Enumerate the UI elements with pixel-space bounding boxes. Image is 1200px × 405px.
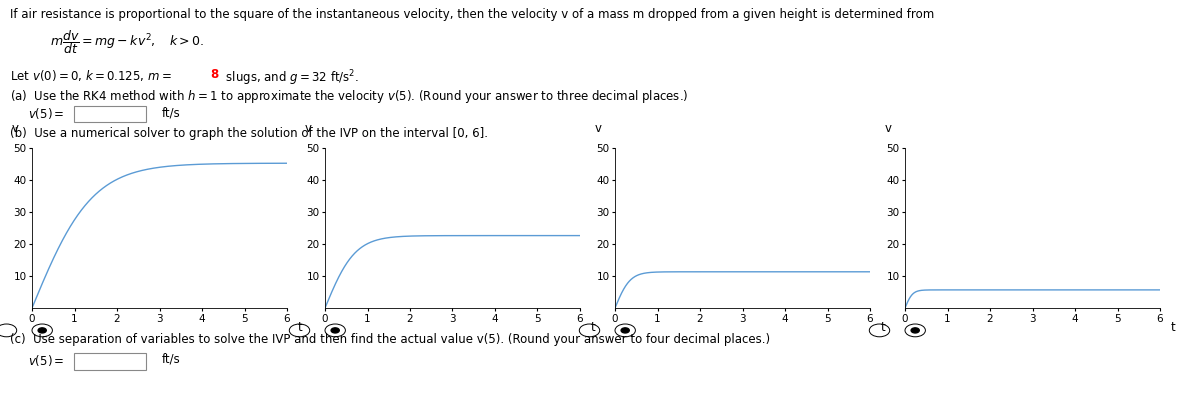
Text: ft/s: ft/s [162, 353, 181, 366]
Circle shape [331, 328, 340, 333]
FancyBboxPatch shape [73, 106, 146, 122]
Circle shape [911, 328, 919, 333]
FancyBboxPatch shape [73, 353, 146, 370]
Text: v: v [884, 122, 892, 135]
Text: v: v [305, 122, 312, 135]
Text: (c)  Use separation of variables to solve the IVP and then find the actual value: (c) Use separation of variables to solve… [10, 333, 770, 346]
Circle shape [905, 324, 925, 337]
Text: t: t [1170, 321, 1175, 334]
Text: ft/s: ft/s [162, 106, 181, 119]
Circle shape [622, 328, 629, 333]
Text: v: v [12, 122, 19, 135]
Text: $m\dfrac{dv}{dt} = mg - kv^2,$   $k > 0.$: $m\dfrac{dv}{dt} = mg - kv^2,$ $k > 0.$ [50, 28, 204, 56]
Text: $v(5) =$: $v(5) =$ [28, 106, 65, 121]
Text: $v(5) =$: $v(5) =$ [28, 353, 65, 368]
Text: (b)  Use a numerical solver to graph the solution of the IVP on the interval [0,: (b) Use a numerical solver to graph the … [10, 127, 488, 140]
Text: v: v [595, 122, 601, 135]
Text: If air resistance is proportional to the square of the instantaneous velocity, t: If air resistance is proportional to the… [10, 8, 935, 21]
Circle shape [32, 324, 53, 337]
Text: t: t [298, 321, 302, 334]
Text: slugs, and $g = 32$ ft/s$^2$.: slugs, and $g = 32$ ft/s$^2$. [222, 68, 359, 87]
Text: Let $v(0) = 0$, $k = 0.125$, $m =$: Let $v(0) = 0$, $k = 0.125$, $m =$ [10, 68, 172, 83]
Circle shape [616, 324, 636, 337]
Text: t: t [590, 321, 595, 334]
Text: (a)  Use the RK4 method with $h = 1$ to approximate the velocity $v(5)$. (Round : (a) Use the RK4 method with $h = 1$ to a… [10, 88, 689, 105]
Text: t: t [881, 321, 884, 334]
Circle shape [38, 328, 47, 333]
Text: $\mathbf{8}$: $\mathbf{8}$ [210, 68, 220, 81]
Circle shape [325, 324, 346, 337]
